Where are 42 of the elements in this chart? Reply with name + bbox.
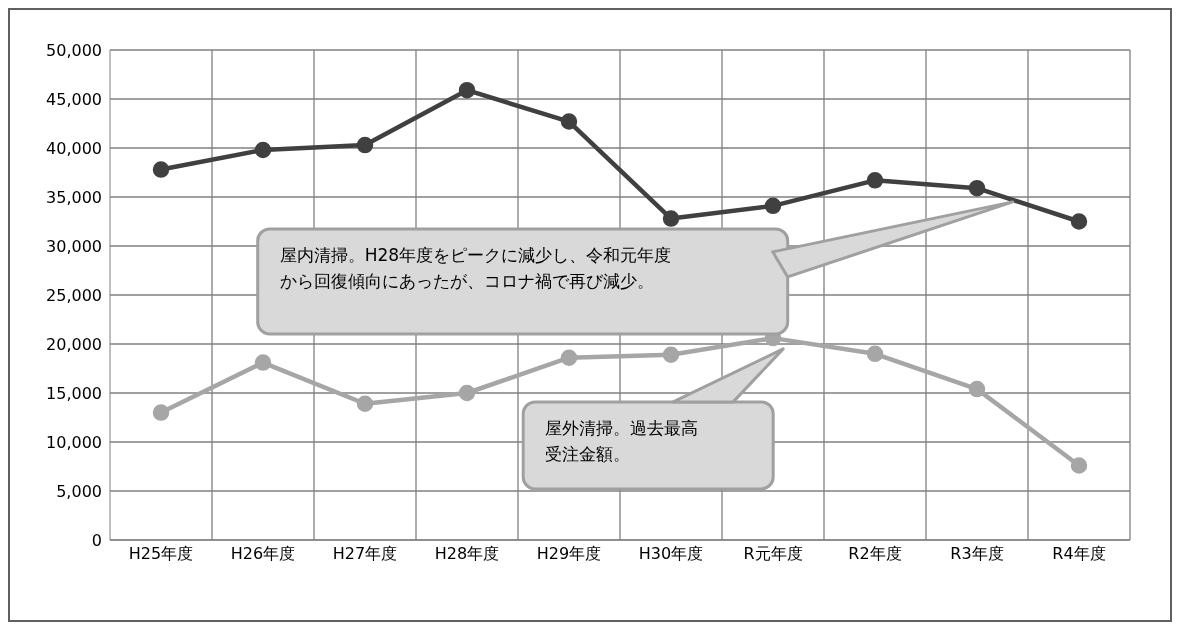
point [1070, 213, 1088, 230]
point [254, 354, 272, 371]
point [1070, 457, 1088, 474]
x-tick-label: H25年度 [128, 544, 194, 564]
x-tick-label: R3年度 [950, 544, 1004, 564]
point [662, 346, 680, 364]
y-tick-label: 50,000 [46, 40, 102, 60]
point [254, 141, 272, 159]
x-tick-label: H27年度 [332, 544, 398, 564]
point [458, 384, 476, 402]
y-tick-label: 15,000 [46, 383, 102, 403]
point [866, 345, 884, 363]
point [560, 113, 578, 130]
x-tick-label: H29年度 [536, 544, 602, 564]
point [356, 395, 374, 413]
y-tick-label: 20,000 [46, 334, 102, 354]
x-tick-label: H30年度 [638, 544, 704, 564]
point [458, 81, 476, 99]
annotation: 屋内清掃。H28年度をピークに減少し、令和元年度から回復傾向にあったが、コロナ禍で再び減少。 [279, 244, 672, 291]
x-tick-label: H28年度 [434, 544, 500, 564]
point [356, 136, 374, 154]
y-tick-label: 10,000 [46, 432, 102, 452]
y-tick-label: 30,000 [46, 236, 102, 256]
point [968, 179, 986, 197]
point [968, 380, 986, 398]
x-tick-label: R元年度 [743, 544, 803, 564]
point [764, 197, 782, 215]
y-tick-label: 5,000 [56, 481, 102, 501]
y-tick-label: 45,000 [46, 89, 102, 109]
y-tick-label: 0 [91, 530, 102, 550]
y-tick-label: 40,000 [46, 138, 102, 158]
point [152, 404, 170, 421]
point [662, 210, 680, 227]
y-tick-label: 35,000 [46, 187, 102, 207]
point [560, 349, 578, 366]
y-tick-label: 25,000 [46, 285, 102, 305]
point [866, 172, 884, 189]
point [152, 161, 170, 178]
x-tick-label: H26年度 [230, 544, 296, 564]
x-tick-label: R4年度 [1052, 544, 1106, 564]
annotation: 屋外清掃。過去最高受注金額。 [545, 417, 699, 464]
x-tick-label: R2年度 [848, 544, 902, 564]
